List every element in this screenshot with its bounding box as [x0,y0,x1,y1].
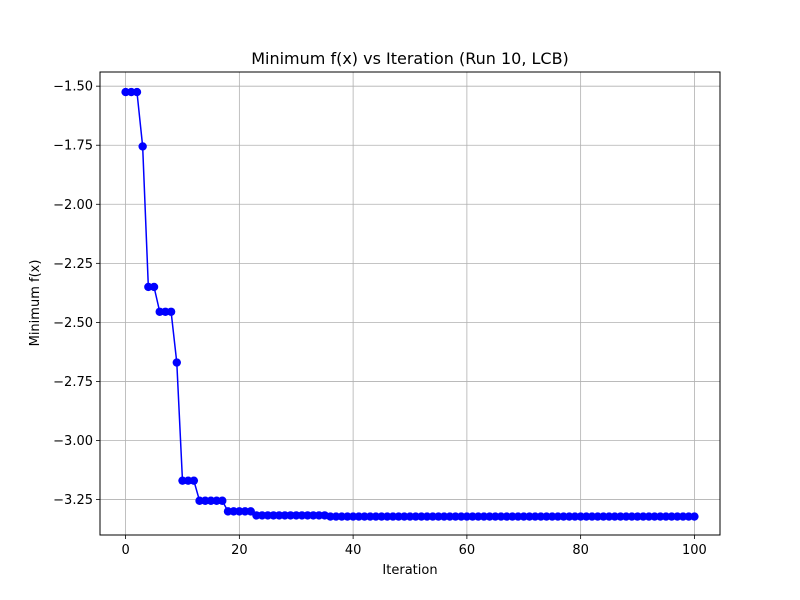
data-point [189,476,199,485]
y-tick-label: −3.25 [53,493,93,508]
x-tick-label: 40 [345,543,362,558]
data-point [172,358,181,367]
y-tick-label: −2.75 [53,375,93,390]
y-tick-label: −1.75 [53,139,93,154]
data-point [138,142,147,151]
plot-area [100,72,720,535]
plot-frame [99,71,721,536]
data-point [166,307,176,316]
x-axis: 0 20 40 60 80 100 [121,535,707,558]
x-tick-label: 80 [572,543,589,558]
x-tick-label: 100 [682,543,707,558]
x-tick-label: 0 [121,543,129,558]
y-axis-label: Minimum f(x) [28,260,43,347]
grid [100,72,720,535]
y-tick-label: −3.00 [53,434,93,449]
data-point [690,512,699,521]
y-tick-label: −2.50 [53,316,93,331]
y-tick-label: −2.25 [53,257,93,272]
data-point [149,282,159,292]
data-point [132,87,142,97]
y-axis: −1.50 −1.75 −2.00 −2.25 −2.50 −2.75 −3.00 −3.25 [53,80,100,508]
y-tick-label: −1.50 [53,80,93,95]
y-tick-label: −2.00 [53,198,93,213]
chart-title: Minimum f(x) vs Iteration (Run 10, LCB) [251,49,569,68]
x-tick-label: 60 [459,543,476,558]
series-layer [121,87,699,521]
x-tick-label: 20 [231,543,248,558]
data-point [218,496,227,505]
x-axis-label: Iteration [382,563,437,578]
